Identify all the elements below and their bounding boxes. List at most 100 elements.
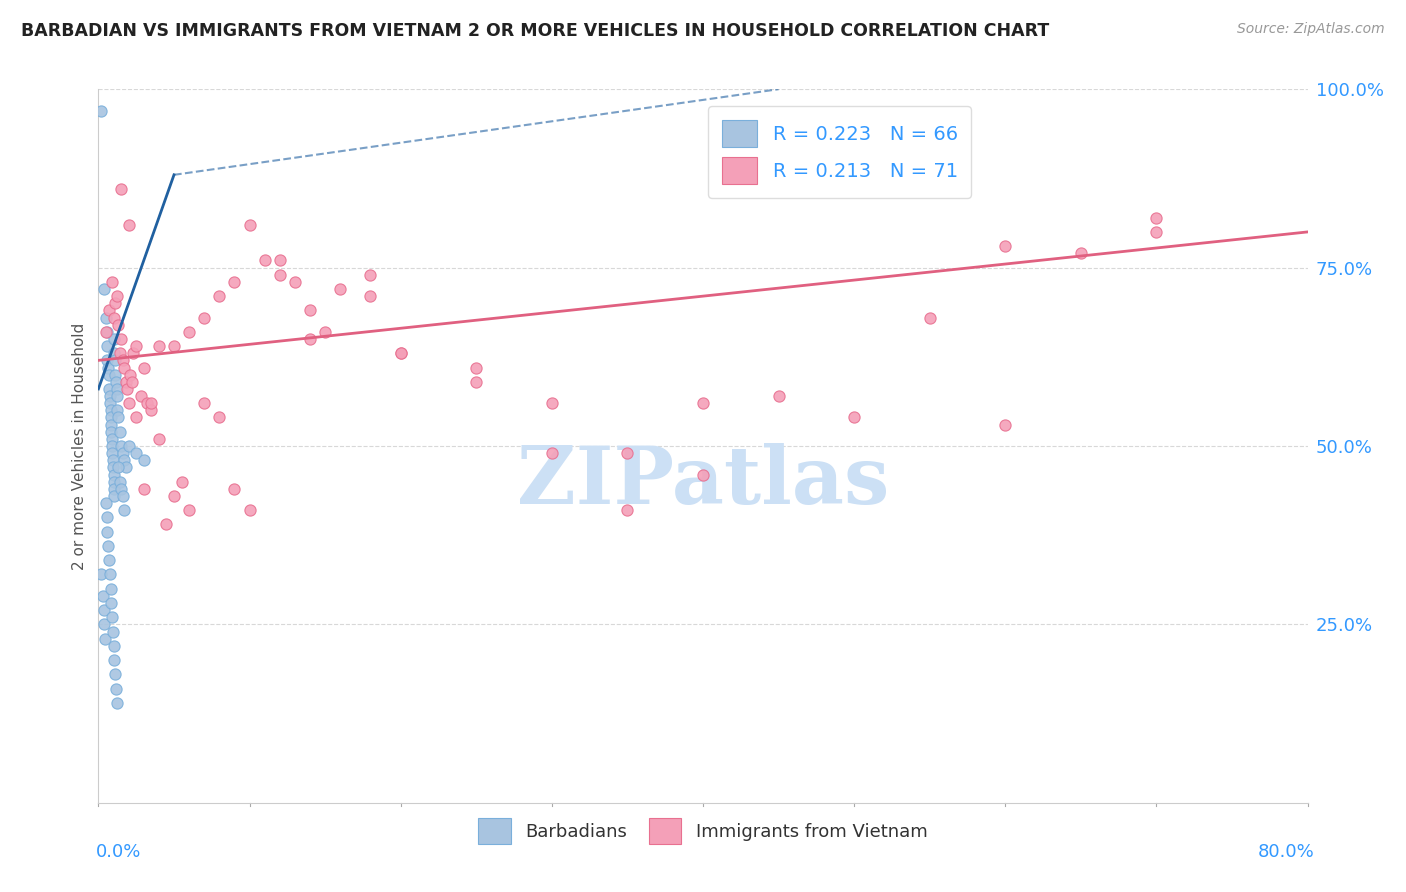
Point (107, 410, 129, 425)
Point (299, 332, 322, 346)
Point (389, 346, 412, 360)
Point (111, 446, 134, 460)
Point (114, 375, 136, 389)
Point (100, 403, 122, 417)
Point (132, 360, 155, 375)
Point (91, 589, 114, 603)
Point (103, 475, 125, 489)
Point (193, 396, 215, 410)
Point (111, 489, 134, 503)
Point (193, 310, 215, 325)
Point (253, 253, 276, 268)
Point (98, 396, 121, 410)
Point (314, 325, 336, 339)
Point (101, 460, 124, 475)
Point (94, 310, 117, 325)
Point (103, 332, 125, 346)
Point (115, 382, 138, 396)
Point (96, 353, 118, 368)
Point (90, 103, 112, 118)
Point (100, 582, 122, 596)
Point (94, 632, 117, 646)
Point (540, 396, 562, 410)
Point (360, 289, 382, 303)
Point (98, 567, 121, 582)
Point (110, 332, 132, 346)
Point (692, 396, 714, 410)
Point (163, 339, 186, 353)
Point (269, 268, 291, 282)
Point (299, 303, 322, 318)
Point (96, 510, 118, 524)
Point (101, 624, 124, 639)
Y-axis label: 2 or more Vehicles in Household: 2 or more Vehicles in Household (72, 322, 87, 570)
Point (96, 339, 118, 353)
Point (100, 417, 122, 432)
Point (104, 375, 127, 389)
Legend: Barbadians, Immigrants from Vietnam: Barbadians, Immigrants from Vietnam (464, 804, 942, 858)
Point (103, 346, 125, 360)
Point (110, 482, 132, 496)
Point (208, 289, 231, 303)
Text: Source: ZipAtlas.com: Source: ZipAtlas.com (1237, 22, 1385, 37)
Point (122, 346, 145, 360)
Point (132, 453, 155, 467)
Point (101, 275, 124, 289)
Point (107, 460, 129, 475)
Point (224, 482, 246, 496)
Point (465, 375, 488, 389)
Point (103, 310, 125, 325)
Point (94, 325, 117, 339)
Point (98, 303, 121, 318)
Point (98, 382, 121, 396)
Point (114, 460, 136, 475)
Point (1070, 246, 1092, 260)
Point (101, 439, 124, 453)
Point (121, 375, 143, 389)
Point (93, 282, 115, 296)
Point (692, 467, 714, 482)
Point (179, 325, 201, 339)
Point (1146, 225, 1168, 239)
Point (141, 403, 163, 417)
Point (105, 403, 128, 417)
Point (118, 439, 141, 453)
Point (104, 667, 127, 681)
Point (105, 289, 128, 303)
Point (132, 482, 155, 496)
Text: BARBADIAN VS IMMIGRANTS FROM VIETNAM 2 OR MORE VEHICLES IN HOUSEHOLD CORRELATION: BARBADIAN VS IMMIGRANTS FROM VIETNAM 2 O… (21, 22, 1049, 40)
Point (135, 396, 157, 410)
Point (148, 339, 170, 353)
Point (100, 596, 122, 610)
Point (616, 503, 638, 517)
Point (101, 453, 124, 467)
Point (239, 218, 262, 232)
Point (108, 475, 131, 489)
Point (90, 567, 112, 582)
Point (112, 503, 135, 517)
Point (141, 396, 163, 410)
Point (101, 610, 124, 624)
Point (120, 368, 142, 382)
Point (540, 446, 562, 460)
Point (269, 253, 291, 268)
Point (98, 553, 121, 567)
Point (105, 389, 128, 403)
Point (103, 653, 125, 667)
Point (101, 432, 124, 446)
Point (224, 275, 246, 289)
Point (100, 410, 122, 425)
Point (93, 603, 115, 617)
Point (125, 446, 148, 460)
Point (1146, 211, 1168, 225)
Point (108, 425, 131, 439)
Point (105, 696, 128, 710)
Point (110, 439, 132, 453)
Point (97, 539, 120, 553)
Point (844, 410, 866, 425)
Point (994, 239, 1017, 253)
Point (129, 389, 152, 403)
Point (170, 475, 193, 489)
Point (329, 282, 352, 296)
Point (105, 382, 128, 396)
